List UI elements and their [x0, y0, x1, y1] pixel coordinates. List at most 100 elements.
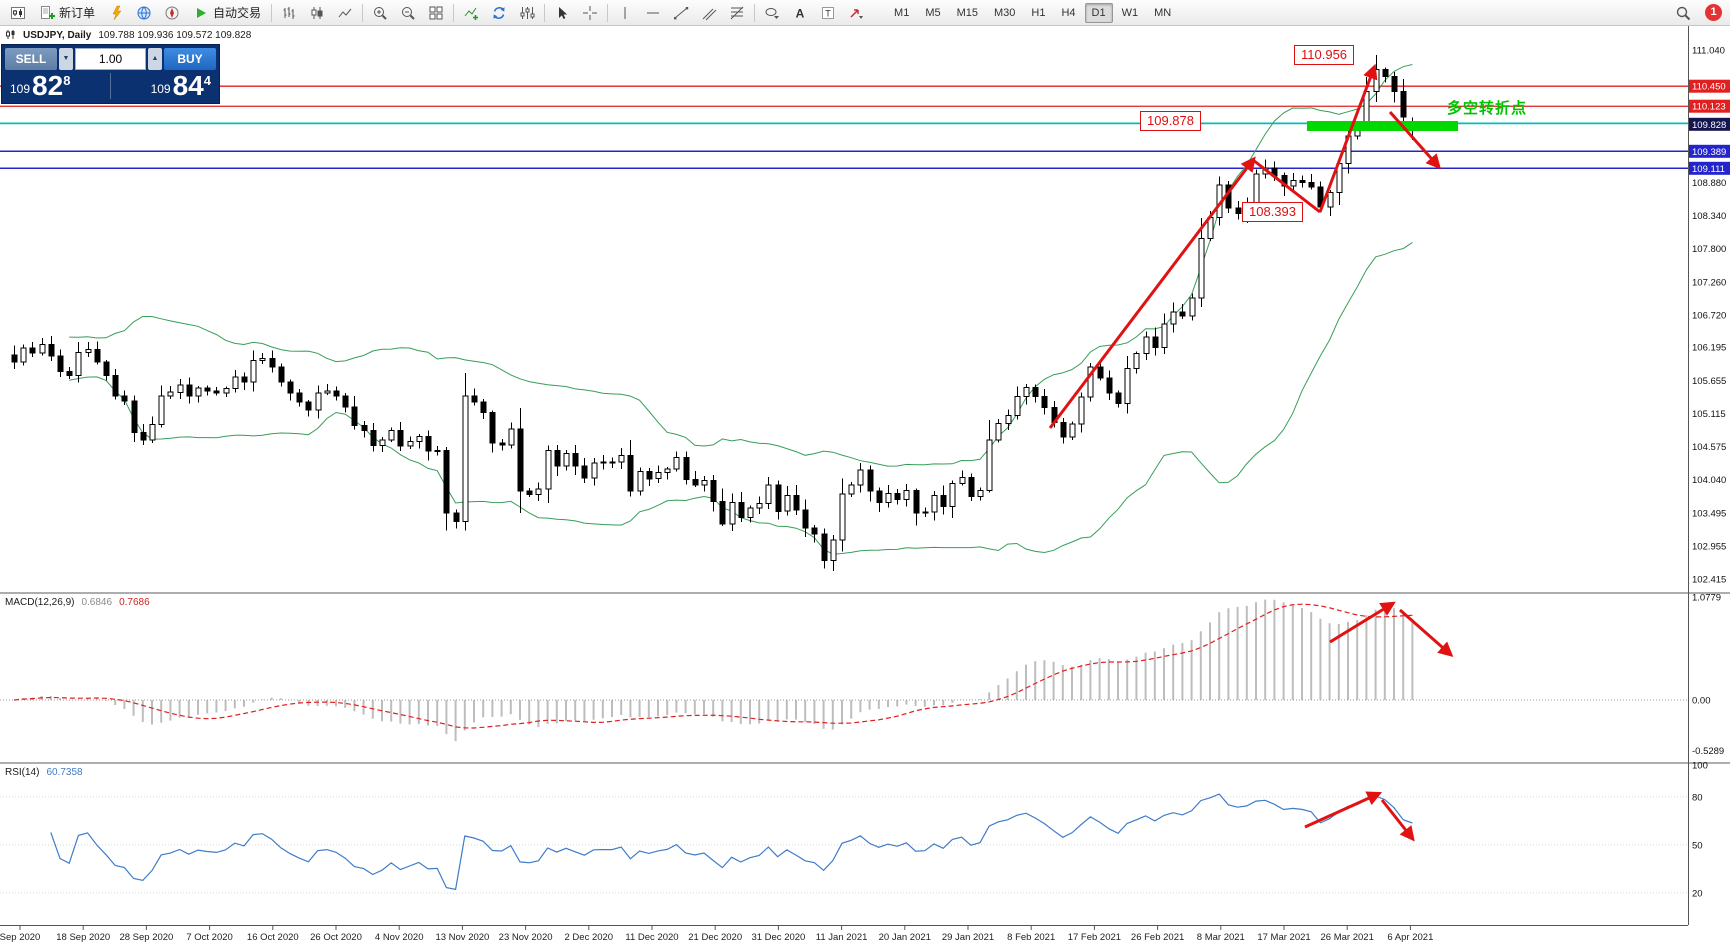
- toolbar: 新订单 自动交易 A T M1 M5 M15 M30 H1 H4 D1 W1 MN 1: [0, 0, 1730, 26]
- toolbar-separator: [754, 3, 756, 22]
- crosshair-icon[interactable]: [576, 2, 604, 24]
- macd-signal-value: 0.7686: [119, 597, 150, 608]
- svg-text:4 Nov 2020: 4 Nov 2020: [375, 932, 424, 943]
- cursor-icon[interactable]: [548, 2, 576, 24]
- svg-text:104.040: 104.040: [1692, 475, 1726, 486]
- buy-button[interactable]: BUY: [164, 48, 216, 70]
- toolbar-separator: [362, 3, 364, 22]
- svg-text:21 Dec 2020: 21 Dec 2020: [688, 932, 742, 943]
- svg-text:110.450: 110.450: [1692, 82, 1726, 93]
- svg-text:Sep 2020: Sep 2020: [0, 932, 40, 943]
- zoom-in-icon[interactable]: [366, 2, 394, 24]
- svg-text:20: 20: [1692, 889, 1703, 900]
- timeframe-m30[interactable]: M30: [994, 6, 1016, 19]
- svg-text:110.123: 110.123: [1692, 102, 1726, 113]
- svg-text:106.720: 106.720: [1692, 310, 1726, 321]
- tile-windows-icon[interactable]: [422, 2, 450, 24]
- navigator-icon[interactable]: [158, 2, 186, 24]
- horizontal-line-icon[interactable]: [639, 2, 667, 24]
- svg-text:18 Sep 2020: 18 Sep 2020: [56, 932, 110, 943]
- timeframe-m1[interactable]: M1: [894, 6, 910, 19]
- svg-text:0.00: 0.00: [1692, 696, 1711, 707]
- zoom-out-icon[interactable]: [394, 2, 422, 24]
- timeframe-m15[interactable]: M15: [956, 6, 978, 19]
- chart-window-icon[interactable]: [4, 2, 32, 24]
- line-chart-icon[interactable]: [331, 2, 359, 24]
- price-divider: [110, 73, 111, 99]
- search-icon[interactable]: [1669, 2, 1697, 24]
- chart-settings-icon[interactable]: [513, 2, 541, 24]
- autotrading-button[interactable]: 自动交易: [186, 2, 268, 24]
- sell-button[interactable]: SELL: [5, 48, 57, 70]
- macd-label: MACD(12,26,9): [5, 597, 75, 608]
- rsi-label: RSI(14): [5, 767, 40, 778]
- indicators-icon[interactable]: [457, 2, 485, 24]
- rsi-value: 60.7358: [46, 767, 83, 778]
- volume-up-button[interactable]: ▲: [148, 48, 162, 70]
- symbol-info: USDJPY, Daily 109.788 109.936 109.572 10…: [5, 29, 251, 41]
- svg-text:50: 50: [1692, 841, 1703, 852]
- timeframe-h1[interactable]: H1: [1031, 6, 1046, 19]
- channel-icon[interactable]: [695, 2, 723, 24]
- support-zone-bar: [1307, 121, 1458, 131]
- shapes-icon[interactable]: [758, 2, 786, 24]
- svg-text:7 Oct 2020: 7 Oct 2020: [186, 932, 232, 943]
- svg-text:103.495: 103.495: [1692, 508, 1726, 519]
- time-axis[interactable]: [0, 926, 1688, 950]
- annotation-support-label: 109.878: [1140, 111, 1201, 131]
- volume-down-button[interactable]: ▼: [59, 48, 73, 70]
- svg-text:20 Jan 2021: 20 Jan 2021: [879, 932, 931, 943]
- buy-price[interactable]: 109 84 4: [150, 72, 211, 100]
- refresh-icon[interactable]: [485, 2, 513, 24]
- fibonacci-icon[interactable]: [723, 2, 751, 24]
- svg-text:109.828: 109.828: [1692, 120, 1726, 131]
- svg-text:T: T: [825, 8, 831, 18]
- svg-text:108.340: 108.340: [1692, 211, 1726, 222]
- market-watch-icon[interactable]: [130, 2, 158, 24]
- timeframe-d1[interactable]: D1: [1084, 2, 1113, 23]
- buy-price-prefix: 109: [150, 82, 171, 96]
- toolbar-separator: [544, 3, 546, 22]
- macd-pane: [0, 599, 1688, 742]
- trendline-icon[interactable]: [667, 2, 695, 24]
- timeframe-m5[interactable]: M5: [925, 6, 941, 19]
- toolbar-separator: [453, 3, 455, 22]
- timeframe-h4[interactable]: H4: [1061, 6, 1076, 19]
- trend-arrows: [1048, 63, 1454, 842]
- svg-text:108.880: 108.880: [1692, 178, 1726, 189]
- svg-text:107.800: 107.800: [1692, 244, 1726, 255]
- annotation-low-label: 108.393: [1242, 202, 1303, 222]
- svg-text:109.389: 109.389: [1692, 147, 1726, 158]
- vertical-line-icon[interactable]: [611, 2, 639, 24]
- price-axis[interactable]: [1689, 26, 1730, 925]
- volume-input[interactable]: [75, 48, 146, 70]
- svg-text:100: 100: [1692, 761, 1708, 772]
- new-order-button[interactable]: 新订单: [32, 2, 102, 24]
- svg-text:8 Feb 2021: 8 Feb 2021: [1007, 932, 1055, 943]
- text-label-icon[interactable]: T: [814, 2, 842, 24]
- timeframe-w1[interactable]: W1: [1121, 6, 1139, 19]
- timeframe-group: M1 M5 M15 M30 H1 H4 D1 W1 MN: [886, 2, 1179, 23]
- svg-text:26 Oct 2020: 26 Oct 2020: [310, 932, 362, 943]
- notification-badge[interactable]: 1: [1705, 4, 1722, 21]
- arrows-tool-icon[interactable]: [842, 2, 870, 24]
- svg-text:17 Feb 2021: 17 Feb 2021: [1068, 932, 1121, 943]
- svg-text:1.0779: 1.0779: [1692, 592, 1721, 603]
- candlesticks: [11, 55, 1416, 572]
- symbol-title: USDJPY, Daily: [23, 30, 92, 41]
- candlestick-chart-icon[interactable]: [303, 2, 331, 24]
- text-icon[interactable]: A: [786, 2, 814, 24]
- svg-text:104.575: 104.575: [1692, 442, 1726, 453]
- annotation-note-text: 多空转折点: [1447, 100, 1528, 117]
- svg-text:111.040: 111.040: [1692, 46, 1725, 57]
- svg-text:26 Feb 2021: 26 Feb 2021: [1131, 932, 1184, 943]
- sell-price[interactable]: 109 82 8: [10, 72, 70, 100]
- toolbar-separator: [607, 3, 609, 22]
- timeframe-mn[interactable]: MN: [1154, 6, 1172, 19]
- bar-chart-icon[interactable]: [275, 2, 303, 24]
- favorites-icon[interactable]: [102, 2, 130, 24]
- symbol-ohlc: 109.788 109.936 109.572 109.828: [98, 30, 252, 41]
- macd-value: 0.6846: [81, 597, 113, 608]
- svg-text:6 Apr 2021: 6 Apr 2021: [1387, 932, 1433, 943]
